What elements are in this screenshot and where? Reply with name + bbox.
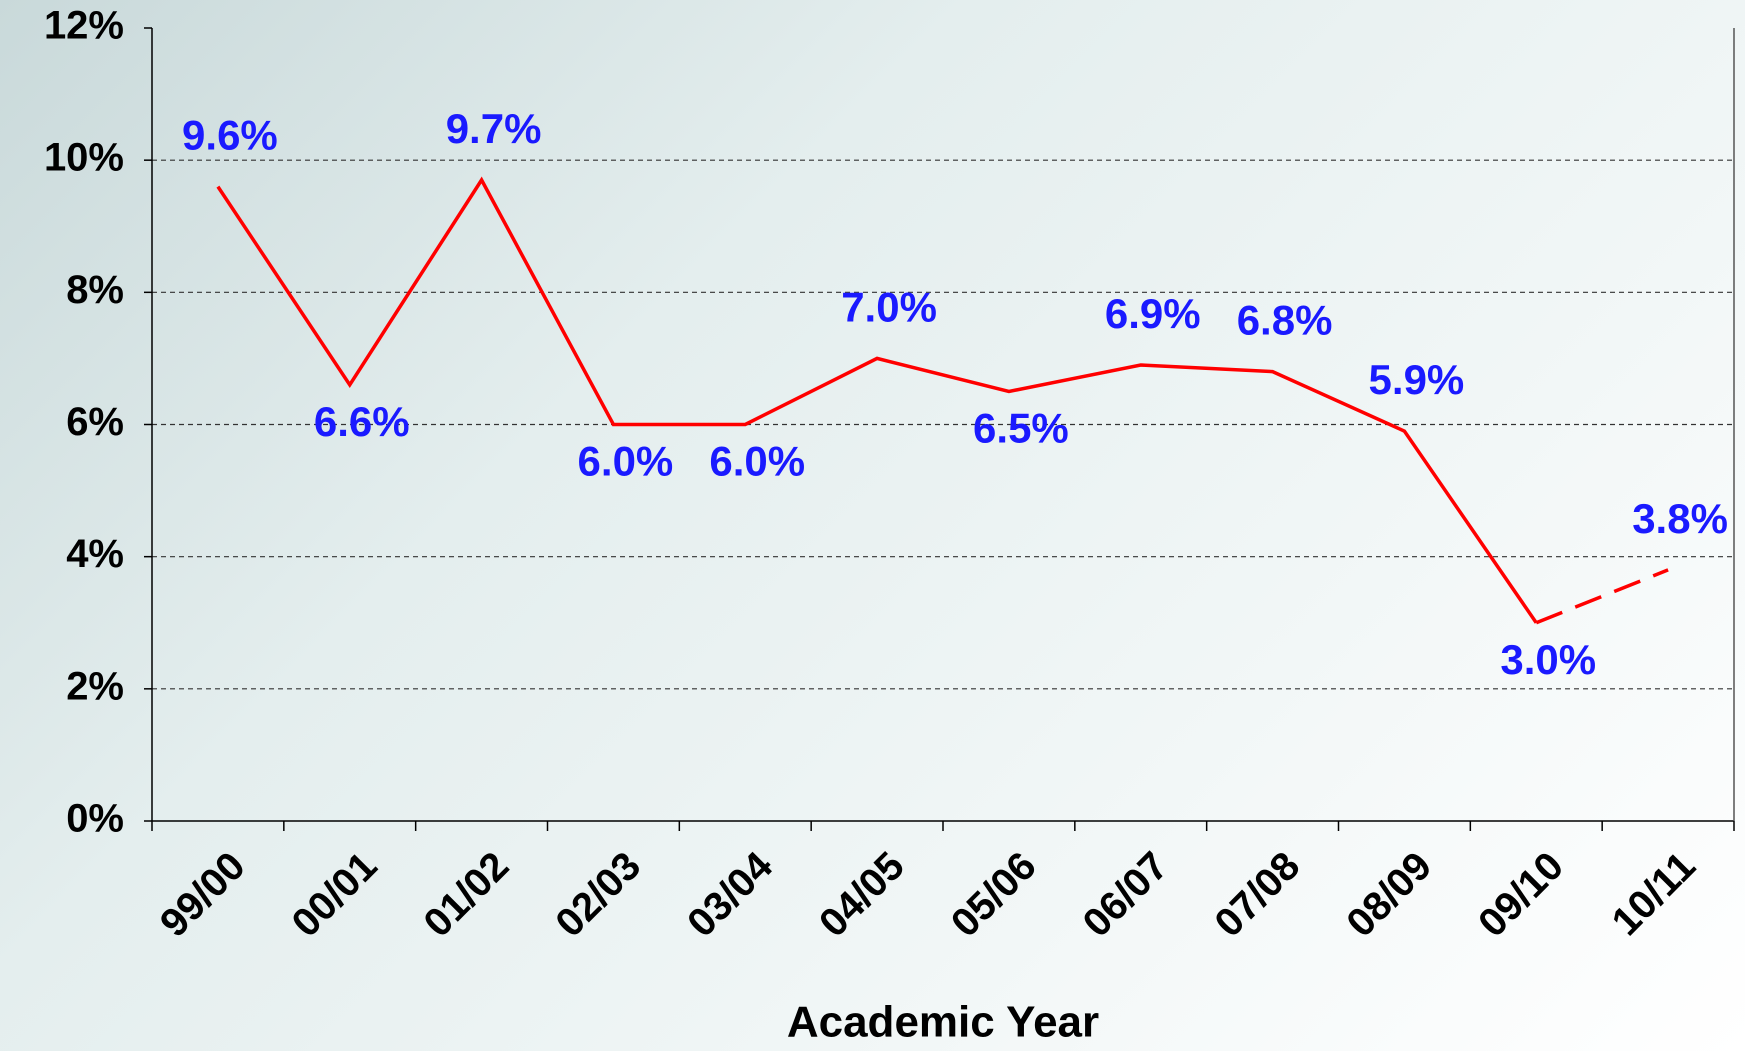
- x-tick-label: 07/08: [1207, 844, 1309, 946]
- data-label: 7.0%: [841, 284, 937, 331]
- x-tick-label: 04/05: [811, 844, 913, 946]
- x-axis-title: Academic Year: [787, 998, 1099, 1047]
- y-tick-label: 4%: [66, 532, 124, 576]
- data-label: 6.6%: [314, 398, 410, 445]
- data-label: 6.8%: [1237, 297, 1333, 344]
- x-tick-label: 10/11: [1604, 844, 1704, 944]
- x-tick-label: 06/07: [1075, 844, 1177, 946]
- x-tick-label: 03/04: [679, 843, 781, 945]
- projected-line: [1535, 568, 1669, 625]
- data-label: 6.5%: [973, 405, 1069, 452]
- data-label: 6.0%: [578, 438, 674, 485]
- x-tick-label: 05/06: [943, 844, 1045, 946]
- data-label: 3.8%: [1632, 495, 1728, 542]
- x-tick-label: 08/09: [1338, 844, 1440, 946]
- x-tick-label: 02/03: [547, 844, 649, 946]
- x-tick-label: 99/00: [152, 844, 254, 946]
- y-tick-label: 10%: [44, 136, 124, 180]
- data-label: 6.9%: [1105, 290, 1201, 337]
- y-tick-label: 12%: [44, 4, 124, 48]
- data-label: 3.0%: [1500, 636, 1596, 683]
- y-tick-label: 8%: [66, 268, 124, 312]
- y-tick-label: 2%: [66, 664, 124, 708]
- x-tick-label: 01/02: [416, 844, 518, 946]
- data-label: 9.6%: [182, 112, 278, 159]
- y-tick-label: 0%: [66, 797, 124, 841]
- line: [216, 176, 1538, 624]
- data-label: 6.0%: [709, 438, 805, 485]
- y-tick-label: 6%: [66, 400, 124, 444]
- x-tick-label: 09/10: [1470, 844, 1572, 946]
- data-label: 5.9%: [1369, 356, 1465, 403]
- data-label: 9.7%: [446, 105, 542, 152]
- x-tick-label: 00/01: [284, 844, 386, 946]
